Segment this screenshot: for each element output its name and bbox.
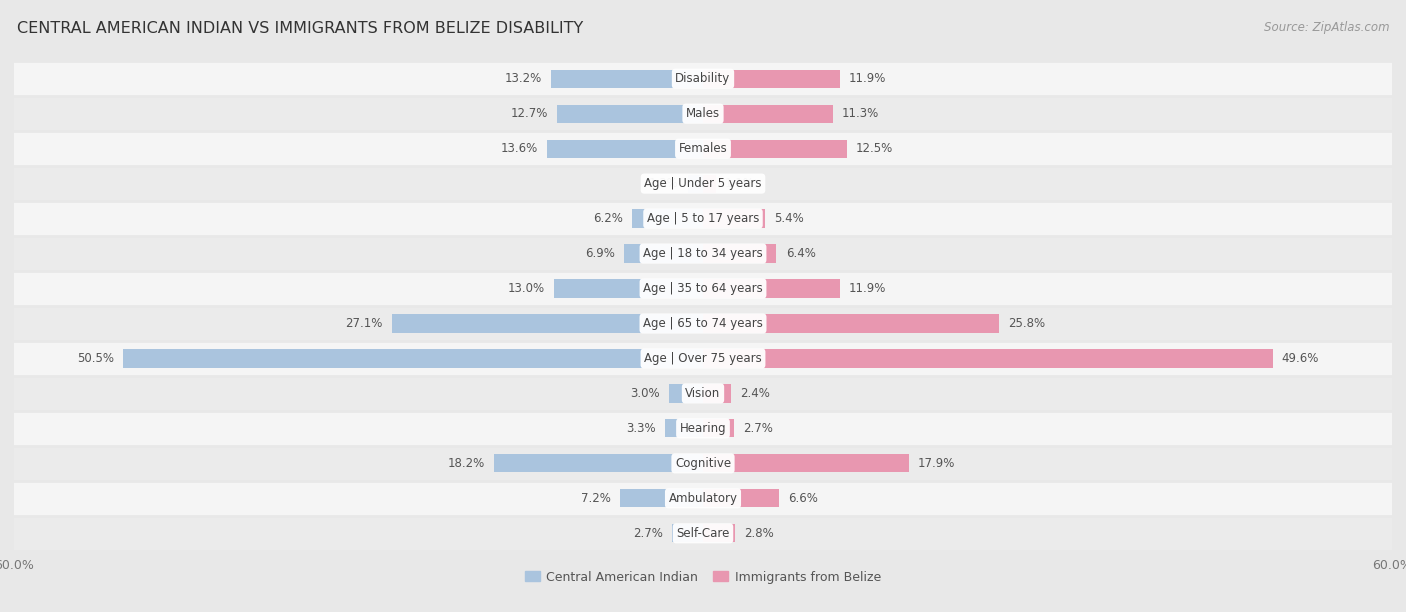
Text: 18.2%: 18.2%: [447, 457, 485, 470]
Bar: [14, 201, 1392, 236]
Bar: [703, 280, 839, 297]
Text: 11.9%: 11.9%: [849, 72, 886, 85]
Bar: [703, 524, 735, 542]
Bar: [703, 70, 839, 88]
Bar: [624, 244, 703, 263]
Bar: [703, 105, 832, 123]
Text: Age | 5 to 17 years: Age | 5 to 17 years: [647, 212, 759, 225]
Text: Vision: Vision: [685, 387, 721, 400]
Text: Age | Over 75 years: Age | Over 75 years: [644, 352, 762, 365]
Bar: [703, 244, 776, 263]
Bar: [703, 454, 908, 472]
Text: 3.0%: 3.0%: [630, 387, 659, 400]
Bar: [688, 174, 703, 193]
Bar: [672, 524, 703, 542]
Bar: [14, 236, 1392, 271]
Text: 2.8%: 2.8%: [744, 527, 775, 540]
Bar: [703, 489, 779, 507]
Bar: [551, 70, 703, 88]
Text: 13.6%: 13.6%: [501, 142, 537, 155]
Text: Cognitive: Cognitive: [675, 457, 731, 470]
Text: Disability: Disability: [675, 72, 731, 85]
Bar: [14, 341, 1392, 376]
Text: Hearing: Hearing: [679, 422, 727, 435]
Bar: [14, 446, 1392, 481]
Bar: [557, 105, 703, 123]
Bar: [14, 96, 1392, 131]
Bar: [14, 481, 1392, 516]
Bar: [703, 209, 765, 228]
Bar: [703, 315, 1000, 332]
Bar: [631, 209, 703, 228]
Text: 49.6%: 49.6%: [1282, 352, 1319, 365]
Bar: [14, 516, 1392, 551]
Text: 50.5%: 50.5%: [77, 352, 114, 365]
Text: Age | 18 to 34 years: Age | 18 to 34 years: [643, 247, 763, 260]
Text: 3.3%: 3.3%: [626, 422, 657, 435]
Text: 12.5%: 12.5%: [856, 142, 893, 155]
Bar: [703, 384, 731, 403]
Text: Source: ZipAtlas.com: Source: ZipAtlas.com: [1264, 21, 1389, 34]
Text: 1.3%: 1.3%: [650, 177, 679, 190]
Bar: [703, 174, 716, 193]
Bar: [14, 411, 1392, 446]
Text: 13.2%: 13.2%: [505, 72, 543, 85]
Text: 6.6%: 6.6%: [787, 492, 818, 505]
Bar: [669, 384, 703, 403]
Text: 6.4%: 6.4%: [786, 247, 815, 260]
Text: 2.7%: 2.7%: [633, 527, 662, 540]
Text: 6.2%: 6.2%: [593, 212, 623, 225]
Text: 11.9%: 11.9%: [849, 282, 886, 295]
Bar: [14, 61, 1392, 96]
Bar: [665, 419, 703, 438]
Bar: [703, 419, 734, 438]
Text: 5.4%: 5.4%: [775, 212, 804, 225]
Bar: [14, 376, 1392, 411]
Bar: [124, 349, 703, 368]
Bar: [547, 140, 703, 158]
Legend: Central American Indian, Immigrants from Belize: Central American Indian, Immigrants from…: [520, 565, 886, 589]
Bar: [14, 166, 1392, 201]
Bar: [392, 315, 703, 332]
Text: 12.7%: 12.7%: [510, 107, 548, 120]
Text: Age | Under 5 years: Age | Under 5 years: [644, 177, 762, 190]
Text: 2.4%: 2.4%: [740, 387, 769, 400]
Text: 17.9%: 17.9%: [918, 457, 955, 470]
Text: 25.8%: 25.8%: [1008, 317, 1046, 330]
Text: Females: Females: [679, 142, 727, 155]
Text: Ambulatory: Ambulatory: [668, 492, 738, 505]
Text: 11.3%: 11.3%: [842, 107, 879, 120]
Text: 7.2%: 7.2%: [581, 492, 612, 505]
Text: 13.0%: 13.0%: [508, 282, 544, 295]
Text: 27.1%: 27.1%: [346, 317, 382, 330]
Bar: [620, 489, 703, 507]
Bar: [554, 280, 703, 297]
Text: 1.1%: 1.1%: [725, 177, 755, 190]
Bar: [494, 454, 703, 472]
Text: 2.7%: 2.7%: [744, 422, 773, 435]
Text: Age | 35 to 64 years: Age | 35 to 64 years: [643, 282, 763, 295]
Bar: [14, 271, 1392, 306]
Text: Age | 65 to 74 years: Age | 65 to 74 years: [643, 317, 763, 330]
Bar: [703, 349, 1272, 368]
Bar: [703, 140, 846, 158]
Text: Males: Males: [686, 107, 720, 120]
Text: CENTRAL AMERICAN INDIAN VS IMMIGRANTS FROM BELIZE DISABILITY: CENTRAL AMERICAN INDIAN VS IMMIGRANTS FR…: [17, 21, 583, 37]
Bar: [14, 131, 1392, 166]
Text: Self-Care: Self-Care: [676, 527, 730, 540]
Text: 6.9%: 6.9%: [585, 247, 614, 260]
Bar: [14, 306, 1392, 341]
